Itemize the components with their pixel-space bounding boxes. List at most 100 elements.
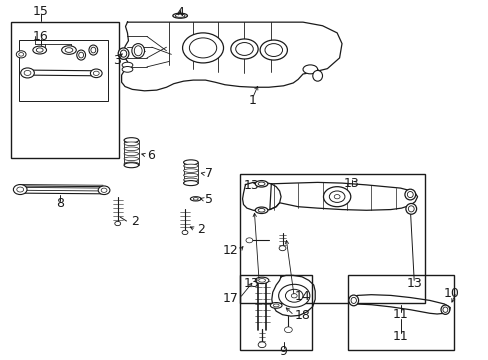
Polygon shape bbox=[122, 22, 341, 91]
Text: 9: 9 bbox=[279, 345, 287, 358]
Ellipse shape bbox=[134, 46, 142, 56]
Ellipse shape bbox=[132, 44, 144, 58]
Ellipse shape bbox=[442, 307, 447, 312]
Ellipse shape bbox=[350, 297, 356, 303]
Ellipse shape bbox=[77, 50, 85, 60]
Text: 3: 3 bbox=[113, 54, 121, 67]
Ellipse shape bbox=[120, 50, 126, 57]
Ellipse shape bbox=[124, 147, 139, 150]
Ellipse shape bbox=[258, 279, 265, 282]
Circle shape bbox=[260, 40, 287, 60]
Circle shape bbox=[285, 289, 303, 302]
Ellipse shape bbox=[303, 65, 317, 74]
Ellipse shape bbox=[183, 174, 198, 177]
Text: 16: 16 bbox=[33, 30, 48, 43]
Ellipse shape bbox=[124, 163, 139, 168]
Ellipse shape bbox=[258, 182, 264, 186]
Ellipse shape bbox=[405, 203, 416, 214]
Circle shape bbox=[279, 246, 285, 251]
Circle shape bbox=[17, 187, 23, 192]
Polygon shape bbox=[18, 186, 107, 194]
Circle shape bbox=[20, 68, 34, 78]
Polygon shape bbox=[271, 275, 315, 316]
Circle shape bbox=[264, 44, 282, 57]
Circle shape bbox=[19, 53, 23, 56]
Ellipse shape bbox=[273, 304, 279, 307]
Text: 4: 4 bbox=[176, 6, 183, 19]
Text: 18: 18 bbox=[294, 309, 309, 322]
Ellipse shape bbox=[122, 67, 133, 72]
Text: 15: 15 bbox=[33, 5, 48, 18]
Text: 2: 2 bbox=[196, 223, 204, 236]
Ellipse shape bbox=[61, 46, 76, 54]
Ellipse shape bbox=[183, 160, 198, 165]
Ellipse shape bbox=[118, 48, 129, 59]
Ellipse shape bbox=[193, 198, 198, 200]
Text: 11: 11 bbox=[392, 330, 407, 343]
Ellipse shape bbox=[79, 52, 83, 58]
Circle shape bbox=[245, 238, 252, 243]
Text: 13: 13 bbox=[243, 277, 259, 290]
Circle shape bbox=[284, 327, 292, 333]
Text: 13: 13 bbox=[343, 177, 359, 190]
Ellipse shape bbox=[172, 13, 187, 18]
Ellipse shape bbox=[65, 48, 73, 52]
Ellipse shape bbox=[183, 169, 198, 172]
Ellipse shape bbox=[124, 162, 139, 166]
Circle shape bbox=[16, 51, 26, 58]
Ellipse shape bbox=[312, 71, 322, 81]
Circle shape bbox=[90, 69, 102, 78]
Circle shape bbox=[278, 284, 309, 307]
Text: 2: 2 bbox=[131, 215, 139, 228]
Ellipse shape bbox=[89, 45, 98, 55]
Circle shape bbox=[93, 71, 99, 76]
Ellipse shape bbox=[190, 197, 201, 201]
Circle shape bbox=[182, 230, 187, 235]
Text: 10: 10 bbox=[442, 287, 458, 300]
Ellipse shape bbox=[407, 206, 413, 212]
Text: 12: 12 bbox=[223, 244, 238, 257]
Ellipse shape bbox=[407, 192, 412, 198]
Text: 1: 1 bbox=[248, 94, 256, 107]
Circle shape bbox=[101, 188, 107, 192]
Text: 7: 7 bbox=[205, 167, 213, 180]
Ellipse shape bbox=[255, 207, 267, 213]
Circle shape bbox=[291, 294, 297, 298]
Bar bbox=[19, 40, 108, 101]
Ellipse shape bbox=[124, 157, 139, 161]
Ellipse shape bbox=[124, 142, 139, 145]
Circle shape bbox=[333, 194, 339, 199]
Polygon shape bbox=[242, 183, 281, 211]
Ellipse shape bbox=[91, 47, 96, 53]
Bar bbox=[239, 174, 424, 303]
Ellipse shape bbox=[122, 62, 133, 68]
Circle shape bbox=[24, 71, 31, 76]
Ellipse shape bbox=[258, 208, 264, 212]
Text: 13: 13 bbox=[243, 179, 259, 192]
Polygon shape bbox=[269, 183, 417, 210]
Polygon shape bbox=[351, 295, 449, 314]
Circle shape bbox=[323, 187, 350, 207]
Ellipse shape bbox=[440, 305, 449, 314]
Text: 5: 5 bbox=[205, 193, 213, 206]
Circle shape bbox=[189, 38, 216, 58]
Ellipse shape bbox=[348, 295, 358, 306]
Ellipse shape bbox=[270, 302, 282, 308]
Ellipse shape bbox=[404, 189, 415, 200]
Bar bbox=[239, 275, 311, 351]
Ellipse shape bbox=[183, 178, 198, 182]
Ellipse shape bbox=[175, 14, 184, 17]
Text: 8: 8 bbox=[56, 197, 64, 210]
Ellipse shape bbox=[183, 181, 198, 186]
Text: 14: 14 bbox=[294, 290, 309, 303]
Text: 13: 13 bbox=[406, 277, 421, 290]
Text: 17: 17 bbox=[223, 292, 238, 305]
Bar bbox=[347, 275, 453, 351]
Circle shape bbox=[13, 185, 27, 194]
Circle shape bbox=[115, 221, 121, 226]
Circle shape bbox=[98, 186, 110, 194]
Text: 11: 11 bbox=[392, 308, 407, 321]
Ellipse shape bbox=[36, 48, 43, 52]
Ellipse shape bbox=[124, 138, 139, 143]
Text: 6: 6 bbox=[147, 149, 155, 162]
